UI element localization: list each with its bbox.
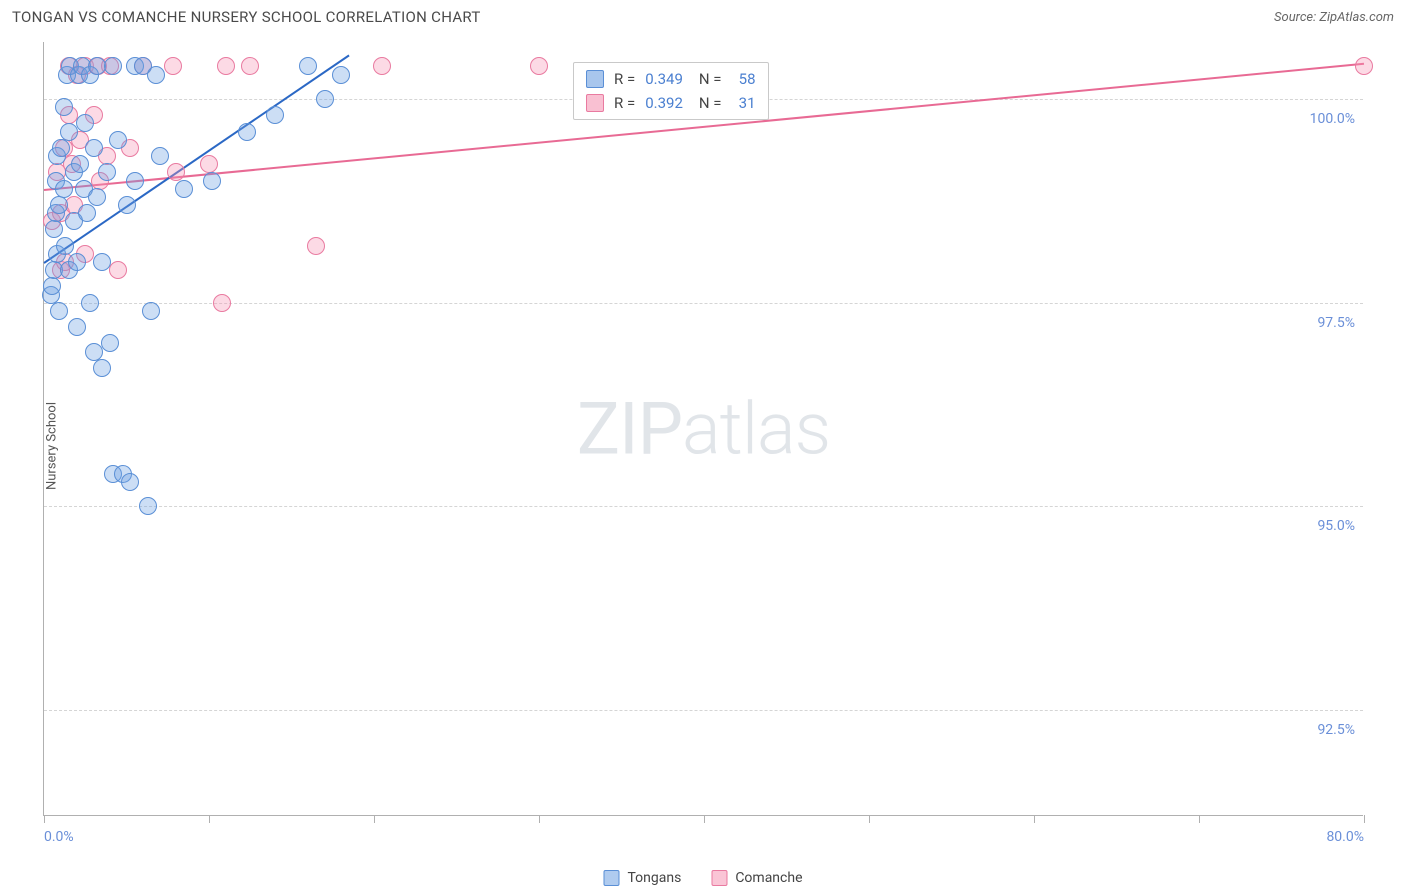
stat-r-value: 0.392 — [645, 94, 683, 112]
chart-header: TONGAN VS COMANCHE NURSERY SCHOOL CORREL… — [0, 0, 1406, 38]
data-point-blue — [93, 359, 111, 377]
xtick — [539, 815, 540, 823]
stat-r-label: R = — [614, 94, 635, 112]
watermark-atlas: atlas — [682, 386, 830, 471]
legend-item-comanche: Comanche — [711, 870, 802, 886]
data-point-blue — [56, 237, 74, 255]
data-point-pink — [1355, 57, 1373, 75]
data-point-pink — [530, 57, 548, 75]
legend-swatch-pink — [711, 870, 727, 886]
data-point-blue — [71, 155, 89, 173]
data-point-blue — [52, 139, 70, 157]
data-point-blue — [126, 172, 144, 190]
data-point-pink — [213, 294, 231, 312]
ytick-label: 97.5% — [1317, 315, 1355, 331]
xtick-label: 80.0% — [1326, 829, 1364, 845]
stat-n-label: N = — [699, 94, 722, 112]
chart-title: TONGAN VS COMANCHE NURSERY SCHOOL CORREL… — [12, 8, 481, 26]
legend-label-comanche: Comanche — [735, 870, 802, 886]
data-point-pink — [164, 57, 182, 75]
stat-n-label: N = — [699, 70, 722, 88]
stats-legend: R = 0.349 N = 58 R = 0.392 N = 31 — [573, 62, 769, 120]
data-point-blue — [299, 57, 317, 75]
data-point-pink — [109, 261, 127, 279]
xtick — [374, 815, 375, 823]
data-point-blue — [68, 253, 86, 271]
data-point-blue — [101, 334, 119, 352]
xtick — [44, 815, 45, 823]
gridline — [44, 303, 1363, 304]
watermark-zip: ZIP — [577, 386, 682, 471]
data-point-blue — [147, 66, 165, 84]
data-point-blue — [118, 196, 136, 214]
watermark: ZIPatlas — [577, 386, 830, 471]
legend-swatch-blue — [603, 870, 619, 886]
data-point-pink — [373, 57, 391, 75]
gridline — [44, 506, 1363, 507]
data-point-blue — [121, 473, 139, 491]
gridline — [44, 710, 1363, 711]
data-point-blue — [151, 147, 169, 165]
data-point-blue — [93, 253, 111, 271]
data-point-blue — [45, 220, 63, 238]
stats-legend-row: R = 0.349 N = 58 — [574, 67, 768, 91]
data-point-blue — [139, 497, 157, 515]
stat-r-value: 0.349 — [645, 70, 683, 88]
legend-label-tongans: Tongans — [627, 870, 681, 886]
data-point-blue — [203, 172, 221, 190]
ytick-label: 92.5% — [1317, 722, 1355, 738]
data-point-blue — [175, 180, 193, 198]
legend-swatch-blue — [586, 70, 604, 88]
data-point-pink — [241, 57, 259, 75]
data-point-blue — [85, 139, 103, 157]
data-point-pink — [167, 163, 185, 181]
stat-r-label: R = — [614, 70, 635, 88]
ytick-label: 95.0% — [1317, 518, 1355, 534]
data-point-blue — [316, 90, 334, 108]
xtick — [1199, 815, 1200, 823]
legend-swatch-pink — [586, 94, 604, 112]
xtick — [1034, 815, 1035, 823]
data-point-pink — [200, 155, 218, 173]
data-point-blue — [55, 180, 73, 198]
data-point-pink — [217, 57, 235, 75]
data-point-blue — [238, 123, 256, 141]
xtick — [1364, 815, 1365, 823]
data-point-blue — [50, 196, 68, 214]
chart-plot-area: ZIPatlas 100.0%97.5%95.0%92.5%0.0%80.0%R… — [43, 42, 1363, 816]
xtick — [869, 815, 870, 823]
xtick — [209, 815, 210, 823]
data-point-blue — [266, 106, 284, 124]
stat-n-value: 58 — [732, 70, 756, 88]
data-point-blue — [60, 123, 78, 141]
stats-legend-row: R = 0.392 N = 31 — [574, 91, 768, 115]
ytick-label: 100.0% — [1310, 111, 1355, 127]
legend-item-tongans: Tongans — [603, 870, 681, 886]
data-point-blue — [142, 302, 160, 320]
data-point-blue — [43, 277, 61, 295]
data-point-blue — [109, 131, 127, 149]
data-point-blue — [88, 57, 106, 75]
trend-line-blue — [43, 54, 349, 263]
data-point-pink — [307, 237, 325, 255]
data-point-blue — [104, 57, 122, 75]
data-point-blue — [78, 204, 96, 222]
data-point-blue — [68, 318, 86, 336]
data-point-blue — [76, 114, 94, 132]
data-point-blue — [88, 188, 106, 206]
data-point-blue — [55, 98, 73, 116]
chart-source: Source: ZipAtlas.com — [1274, 10, 1394, 25]
data-point-blue — [98, 163, 116, 181]
bottom-legend: Tongans Comanche — [603, 870, 802, 886]
data-point-blue — [332, 66, 350, 84]
xtick-label: 0.0% — [44, 829, 74, 845]
data-point-blue — [50, 302, 68, 320]
data-point-blue — [81, 294, 99, 312]
xtick — [704, 815, 705, 823]
data-point-blue — [85, 343, 103, 361]
stat-n-value: 31 — [732, 94, 756, 112]
